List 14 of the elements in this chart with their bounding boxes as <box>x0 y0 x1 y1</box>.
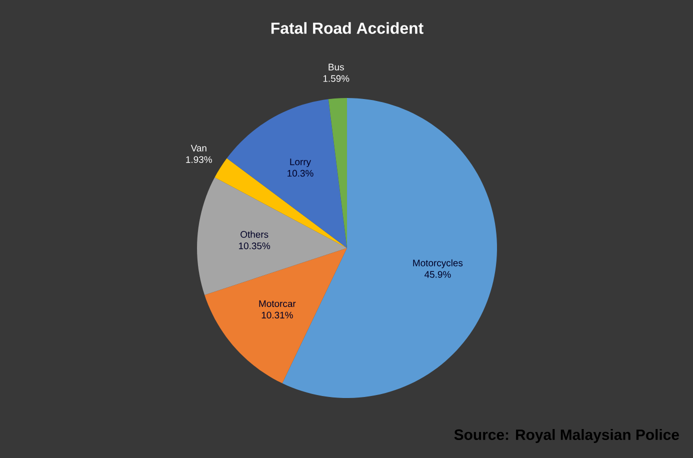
data-label: 1.59% <box>323 75 350 82</box>
data-label: 45.9% <box>424 271 451 278</box>
slice-label: Motorcycles <box>413 259 463 268</box>
data-label: 10.3% <box>288 170 314 177</box>
data-label: 10.31% <box>262 312 293 318</box>
source-note: Source: Royal Malaysian Police <box>454 429 679 443</box>
data-label: 1.93% <box>186 156 212 163</box>
slice-label: Lorry <box>290 158 312 168</box>
chart-title: Fatal Road Accident <box>271 22 424 34</box>
slice-label: Motorcar <box>259 300 296 308</box>
data-label: 10.35% <box>239 242 270 250</box>
slice-label: Van <box>190 144 206 152</box>
slice-label: Others <box>240 230 268 238</box>
slice-label: Bus <box>328 64 344 70</box>
